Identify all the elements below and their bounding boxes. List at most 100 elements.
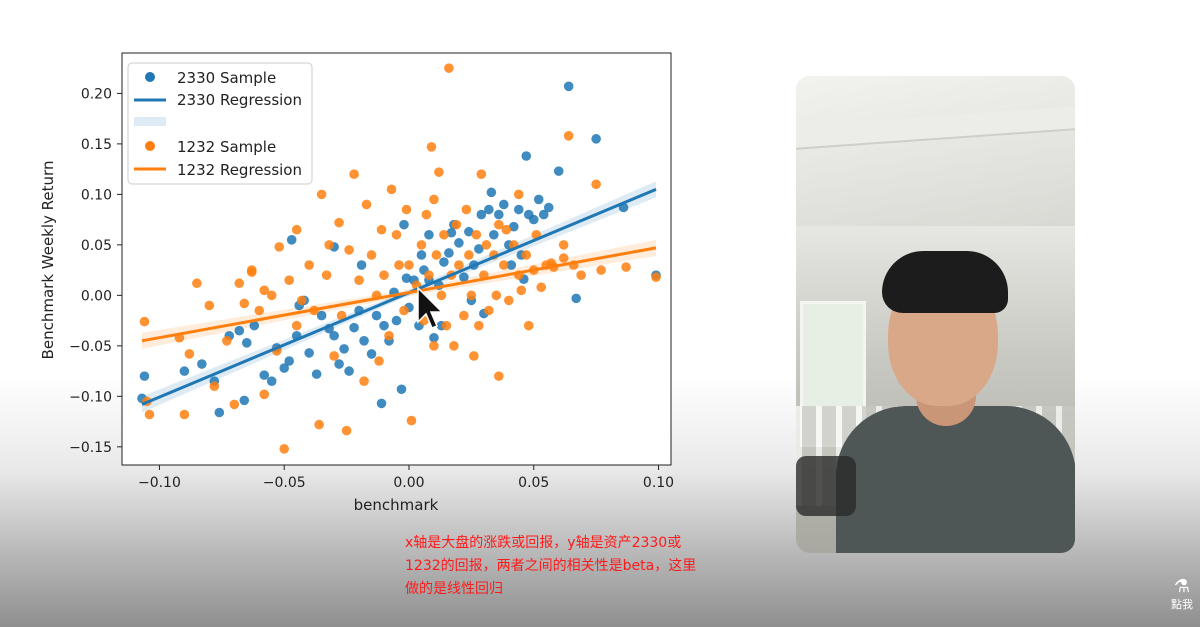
- point-2330: [339, 344, 349, 354]
- point-2330: [459, 272, 469, 282]
- legend-label-1232-sample: 1232 Sample: [177, 138, 276, 156]
- point-2330: [416, 250, 427, 260]
- point-2330: [528, 214, 539, 225]
- point-1232: [441, 320, 452, 331]
- y-tick-label: −0.10: [69, 389, 112, 405]
- point-2330: [521, 151, 532, 161]
- point-2330: [444, 248, 454, 258]
- point-1232: [471, 229, 482, 240]
- point-1232: [361, 199, 372, 210]
- point-2330: [399, 219, 409, 230]
- point-1232: [259, 285, 270, 296]
- legend-marker-1232-sample: [145, 141, 155, 151]
- point-1232: [259, 389, 270, 400]
- point-1232: [516, 285, 527, 296]
- point-2330: [371, 310, 382, 321]
- point-1232: [401, 204, 412, 215]
- point-2330: [563, 81, 574, 92]
- point-1232: [139, 316, 150, 327]
- point-1232: [474, 320, 484, 331]
- point-2330: [446, 227, 457, 238]
- x-tick-label: −0.10: [138, 475, 181, 491]
- x-tick-label: 0.00: [393, 475, 424, 491]
- point-2330: [311, 369, 322, 379]
- y-axis-label: Benchmark Weekly Return: [39, 161, 57, 360]
- point-1232: [391, 229, 402, 240]
- point-1232: [284, 275, 294, 286]
- point-1232: [501, 224, 512, 235]
- point-1232: [379, 270, 389, 280]
- point-1232: [376, 224, 387, 235]
- webcam-ceiling: [796, 76, 1075, 226]
- points-layer: [137, 63, 661, 454]
- point-1232: [246, 265, 257, 275]
- point-2330: [553, 166, 564, 176]
- point-1232: [481, 240, 492, 250]
- point-1232: [229, 399, 240, 410]
- point-1232: [349, 169, 359, 179]
- point-2330: [508, 221, 519, 232]
- point-1232: [239, 298, 250, 309]
- point-2330: [429, 332, 439, 343]
- point-2330: [424, 229, 434, 240]
- y-tick-label: −0.05: [69, 339, 112, 355]
- point-1232: [596, 265, 606, 275]
- point-1232: [464, 250, 474, 260]
- point-1232: [454, 260, 464, 270]
- point-1232: [374, 356, 384, 366]
- point-1232: [304, 260, 314, 270]
- point-1232: [266, 290, 277, 301]
- point-2330: [259, 370, 270, 380]
- point-1232: [426, 142, 437, 152]
- x-axis-label: benchmark: [354, 496, 439, 514]
- point-2330: [316, 310, 327, 321]
- point-2330: [179, 366, 190, 376]
- point-1232: [192, 278, 202, 289]
- point-1232: [621, 262, 631, 272]
- point-1232: [336, 310, 347, 321]
- webcam-person-hair: [882, 251, 1008, 313]
- point-2330: [489, 229, 499, 240]
- point-2330: [486, 187, 497, 198]
- point-1232: [536, 282, 547, 293]
- point-1232: [184, 349, 195, 359]
- point-1232: [179, 409, 190, 420]
- flask-icon: ⚗: [1173, 576, 1191, 597]
- point-1232: [436, 290, 447, 301]
- mouse-cursor-icon: [417, 286, 444, 329]
- y-tick-label: 0.10: [81, 187, 112, 203]
- point-1232: [439, 229, 449, 240]
- point-1232: [431, 250, 442, 260]
- point-1232: [591, 179, 601, 190]
- point-1232: [491, 290, 502, 301]
- point-1232: [466, 290, 477, 301]
- point-1232: [394, 260, 404, 270]
- point-1232: [558, 240, 569, 250]
- watermark-logo[interactable]: ⚗ 點我: [1166, 578, 1198, 612]
- caption-line-1: x轴是大盘的涨跌或回报，y轴是资产2330或: [405, 535, 682, 551]
- y-tick-label: 0.00: [81, 288, 112, 304]
- point-1232: [451, 219, 462, 230]
- point-1232: [291, 224, 302, 235]
- point-2330: [139, 371, 150, 381]
- point-2330: [279, 363, 290, 373]
- legend-marker-2330-sample: [145, 72, 155, 82]
- caption-line-3: 做的是线性回归: [405, 581, 503, 597]
- point-1232: [344, 245, 354, 255]
- point-2330: [214, 407, 225, 418]
- legend-box: [127, 62, 313, 185]
- point-1232: [429, 341, 439, 351]
- point-2330: [379, 320, 389, 331]
- point-2330: [506, 260, 517, 270]
- point-1232: [513, 189, 524, 200]
- point-1232: [563, 131, 574, 141]
- point-1232: [476, 169, 487, 179]
- point-1232: [334, 217, 344, 228]
- point-2330: [366, 349, 377, 359]
- point-1232: [314, 419, 324, 430]
- point-1232: [558, 253, 569, 263]
- point-2330: [376, 398, 387, 409]
- point-2330: [334, 359, 344, 369]
- point-2330: [286, 235, 297, 245]
- point-1232: [386, 184, 397, 195]
